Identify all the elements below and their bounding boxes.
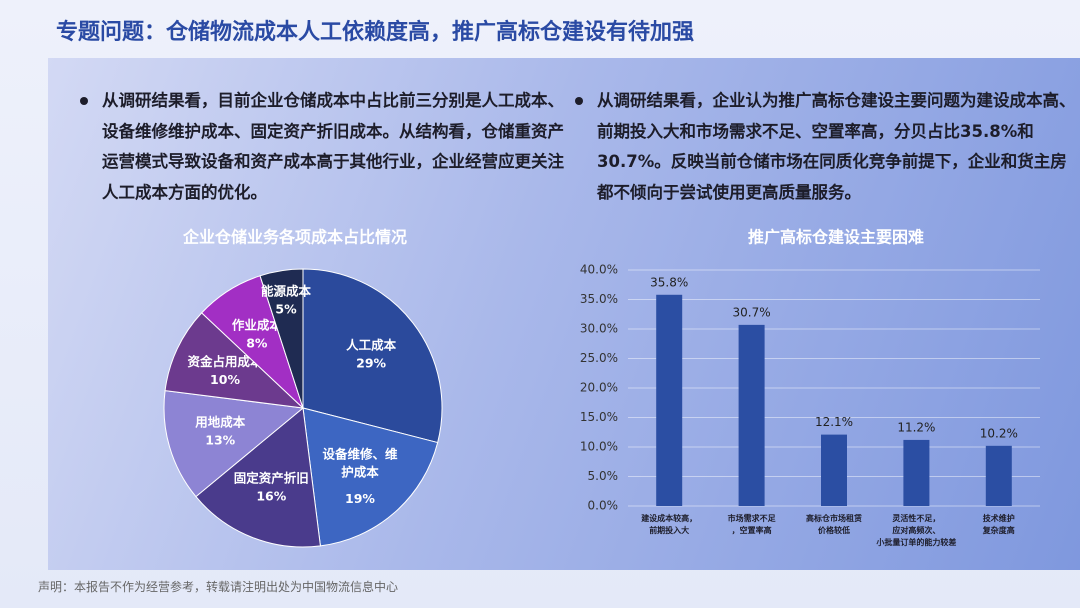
pie-slice	[163, 390, 305, 498]
paragraph: 从调研结果看，企业认为推广高标仓建设主要问题为建设成本高、前期投入大和市场需求不…	[575, 86, 1077, 208]
pie-slice	[302, 268, 443, 444]
slice-label: 作业成本	[232, 318, 283, 333]
slice-label: 用地成本	[194, 415, 246, 430]
slice-value-label: 5%	[275, 301, 297, 316]
y-tick-label: 30.0%	[580, 322, 618, 336]
bar	[738, 324, 765, 506]
slice-value-label: 29%	[356, 356, 386, 371]
pie-slice	[164, 312, 305, 409]
pie-slice	[195, 407, 321, 548]
chart-title: 推广高标仓建设主要困难	[748, 228, 924, 247]
bar	[985, 445, 1012, 506]
slice-label: 人工成本	[346, 338, 397, 353]
slice-label: 设备维修、维护成本	[322, 446, 398, 479]
slide-title: 专题问题：仓储物流成本人工依赖度高，推广高标仓建设有待加强	[56, 20, 695, 45]
value-label: 35.8%	[650, 275, 688, 289]
x-tick-label: 市场需求不足 ，空置率高	[727, 514, 776, 535]
slice-label: 资金占用成本	[188, 354, 264, 369]
footer: 声明：本报告不作为经营参考，转载请注明出处为中国物流信息中心	[38, 580, 399, 594]
y-tick-label: 5.0%	[588, 469, 619, 483]
slice-label: 固定资产折旧	[234, 471, 309, 486]
y-tick-label: 10.0%	[580, 440, 618, 454]
bar	[903, 439, 930, 506]
value-label: 12.1%	[815, 415, 853, 429]
chart-title: 企业仓储业务各项成本占比情况	[182, 228, 407, 247]
y-tick-label: 35.0%	[580, 292, 618, 306]
y-tick-label: 40.0%	[580, 263, 618, 277]
paragraph: 从调研结果看，目前企业仓储成本中占比前三分别是人工成本、设备维修维护成本、固定资…	[80, 86, 572, 208]
slice-value-label: 16%	[256, 489, 286, 504]
bar	[821, 434, 847, 506]
value-label: 11.2%	[897, 420, 935, 434]
pie-slice	[302, 407, 439, 547]
x-tick-label: 技术维护 复杂度高	[982, 514, 1015, 535]
y-tick-label: 0.0%	[588, 499, 619, 513]
slice-label-line: 护成本	[341, 464, 379, 479]
y-tick-label: 20.0%	[580, 381, 618, 395]
slice-value-label: 13%	[205, 433, 235, 448]
slice-label-line: 设备维修、维	[322, 446, 398, 461]
value-label: 10.2%	[980, 426, 1018, 440]
bar	[656, 294, 683, 506]
pie-slice	[259, 268, 304, 409]
x-tick-label: 高标仓市场租赁 价格较低	[806, 514, 862, 535]
x-tick-label: 建设成本较高， 前期投入大	[641, 514, 698, 535]
value-label: 30.7%	[733, 305, 771, 319]
x-tick-label: 灵活性不足， 应对高频次、 小批量订单的能力较差	[876, 514, 957, 547]
slice-value-label: 10%	[210, 372, 240, 387]
y-tick-label: 25.0%	[580, 351, 618, 365]
slice-value-label: 19%	[345, 491, 375, 506]
slice-value-label: 8%	[246, 336, 268, 351]
y-tick-label: 15.0%	[580, 410, 618, 424]
slice-label: 能源成本	[261, 283, 312, 298]
